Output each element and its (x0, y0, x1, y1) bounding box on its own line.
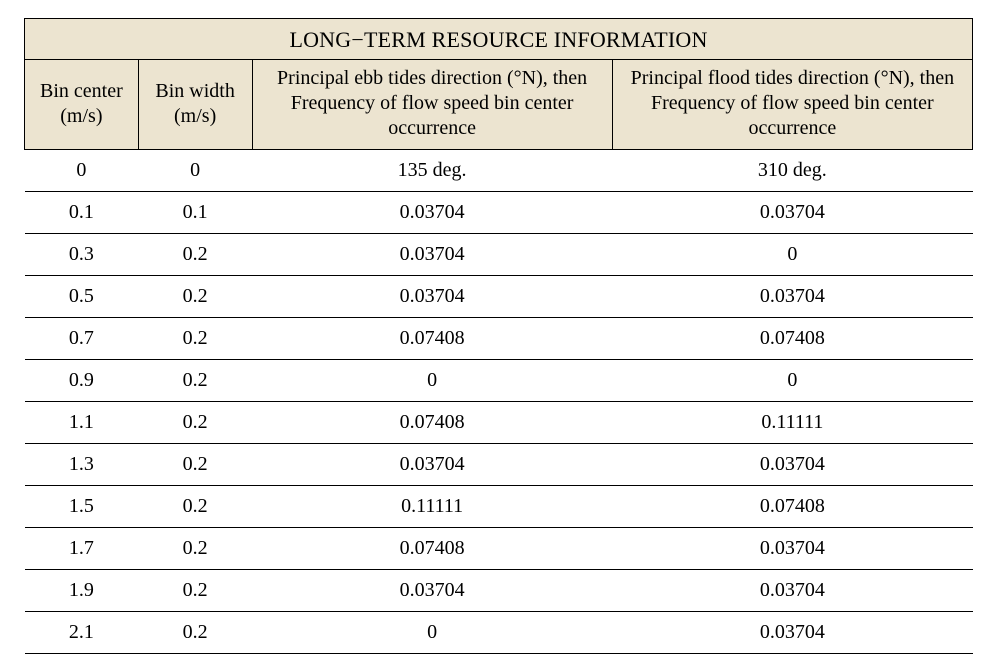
cell-bin-center: 0 (25, 150, 139, 192)
table-row: 0.9 0.2 0 0 (25, 360, 973, 402)
cell-flood: 0.07408 (612, 486, 972, 528)
cell-ebb: 0.03704 (252, 276, 612, 318)
cell-ebb: 0.03704 (252, 570, 612, 612)
cell-bin-width: 0 (138, 150, 252, 192)
cell-ebb: 0.07408 (252, 402, 612, 444)
cell-flood: 0.03704 (612, 192, 972, 234)
cell-bin-center: 0.5 (25, 276, 139, 318)
cell-bin-width: 0.1 (138, 192, 252, 234)
cell-ebb: 0.03704 (252, 234, 612, 276)
cell-bin-width: 0.2 (138, 234, 252, 276)
cell-ebb: 0.07408 (252, 528, 612, 570)
cell-bin-width: 0.2 (138, 276, 252, 318)
cell-flood: 0.03704 (612, 444, 972, 486)
col-header-ebb: Principal ebb tides direction (°N), then… (252, 60, 612, 150)
table-row: 1.9 0.2 0.03704 0.03704 (25, 570, 973, 612)
table-row: 1.7 0.2 0.07408 0.03704 (25, 528, 973, 570)
cell-bin-width: 0.2 (138, 528, 252, 570)
cell-bin-width: 0.2 (138, 444, 252, 486)
cell-bin-center: 1.7 (25, 528, 139, 570)
col-header-bin-width: Bin width (m/s) (138, 60, 252, 150)
cell-bin-center: 1.1 (25, 402, 139, 444)
cell-ebb: 0.03704 (252, 192, 612, 234)
cell-bin-width: 0.2 (138, 402, 252, 444)
cell-flood: 0.03704 (612, 276, 972, 318)
cell-bin-center: 1.9 (25, 570, 139, 612)
cell-ebb: 135 deg. (252, 150, 612, 192)
table-row: 1.1 0.2 0.07408 0.11111 (25, 402, 973, 444)
col-header-bin-center: Bin center (m/s) (25, 60, 139, 150)
cell-flood: 0.07408 (612, 318, 972, 360)
cell-ebb: 0 (252, 612, 612, 654)
cell-bin-width: 0.2 (138, 360, 252, 402)
table-row: 0.7 0.2 0.07408 0.07408 (25, 318, 973, 360)
cell-flood: 0.03704 (612, 570, 972, 612)
cell-flood: 310 deg. (612, 150, 972, 192)
table-row: 1.5 0.2 0.11111 0.07408 (25, 486, 973, 528)
cell-bin-center: 1.5 (25, 486, 139, 528)
table-title: LONG−TERM RESOURCE INFORMATION (25, 19, 973, 60)
cell-flood: 0.03704 (612, 612, 972, 654)
table-row: 0.1 0.1 0.03704 0.03704 (25, 192, 973, 234)
cell-flood: 0.03704 (612, 528, 972, 570)
cell-ebb: 0.07408 (252, 318, 612, 360)
cell-bin-width: 0.2 (138, 612, 252, 654)
cell-bin-center: 0.1 (25, 192, 139, 234)
cell-ebb: 0.11111 (252, 486, 612, 528)
cell-flood: 0.11111 (612, 402, 972, 444)
cell-flood: 0 (612, 234, 972, 276)
cell-bin-width: 0.2 (138, 318, 252, 360)
resource-info-table: LONG−TERM RESOURCE INFORMATION Bin cente… (24, 18, 973, 654)
table-row: 0 0 135 deg. 310 deg. (25, 150, 973, 192)
table-row: 2.1 0.2 0 0.03704 (25, 612, 973, 654)
cell-bin-center: 0.9 (25, 360, 139, 402)
cell-ebb: 0 (252, 360, 612, 402)
table-row: 0.5 0.2 0.03704 0.03704 (25, 276, 973, 318)
cell-bin-width: 0.2 (138, 486, 252, 528)
cell-flood: 0 (612, 360, 972, 402)
cell-bin-center: 0.3 (25, 234, 139, 276)
cell-bin-center: 1.3 (25, 444, 139, 486)
col-header-flood: Principal flood tides direction (°N), th… (612, 60, 972, 150)
cell-ebb: 0.03704 (252, 444, 612, 486)
table-row: 1.3 0.2 0.03704 0.03704 (25, 444, 973, 486)
cell-bin-width: 0.2 (138, 570, 252, 612)
cell-bin-center: 2.1 (25, 612, 139, 654)
cell-bin-center: 0.7 (25, 318, 139, 360)
table-row: 0.3 0.2 0.03704 0 (25, 234, 973, 276)
